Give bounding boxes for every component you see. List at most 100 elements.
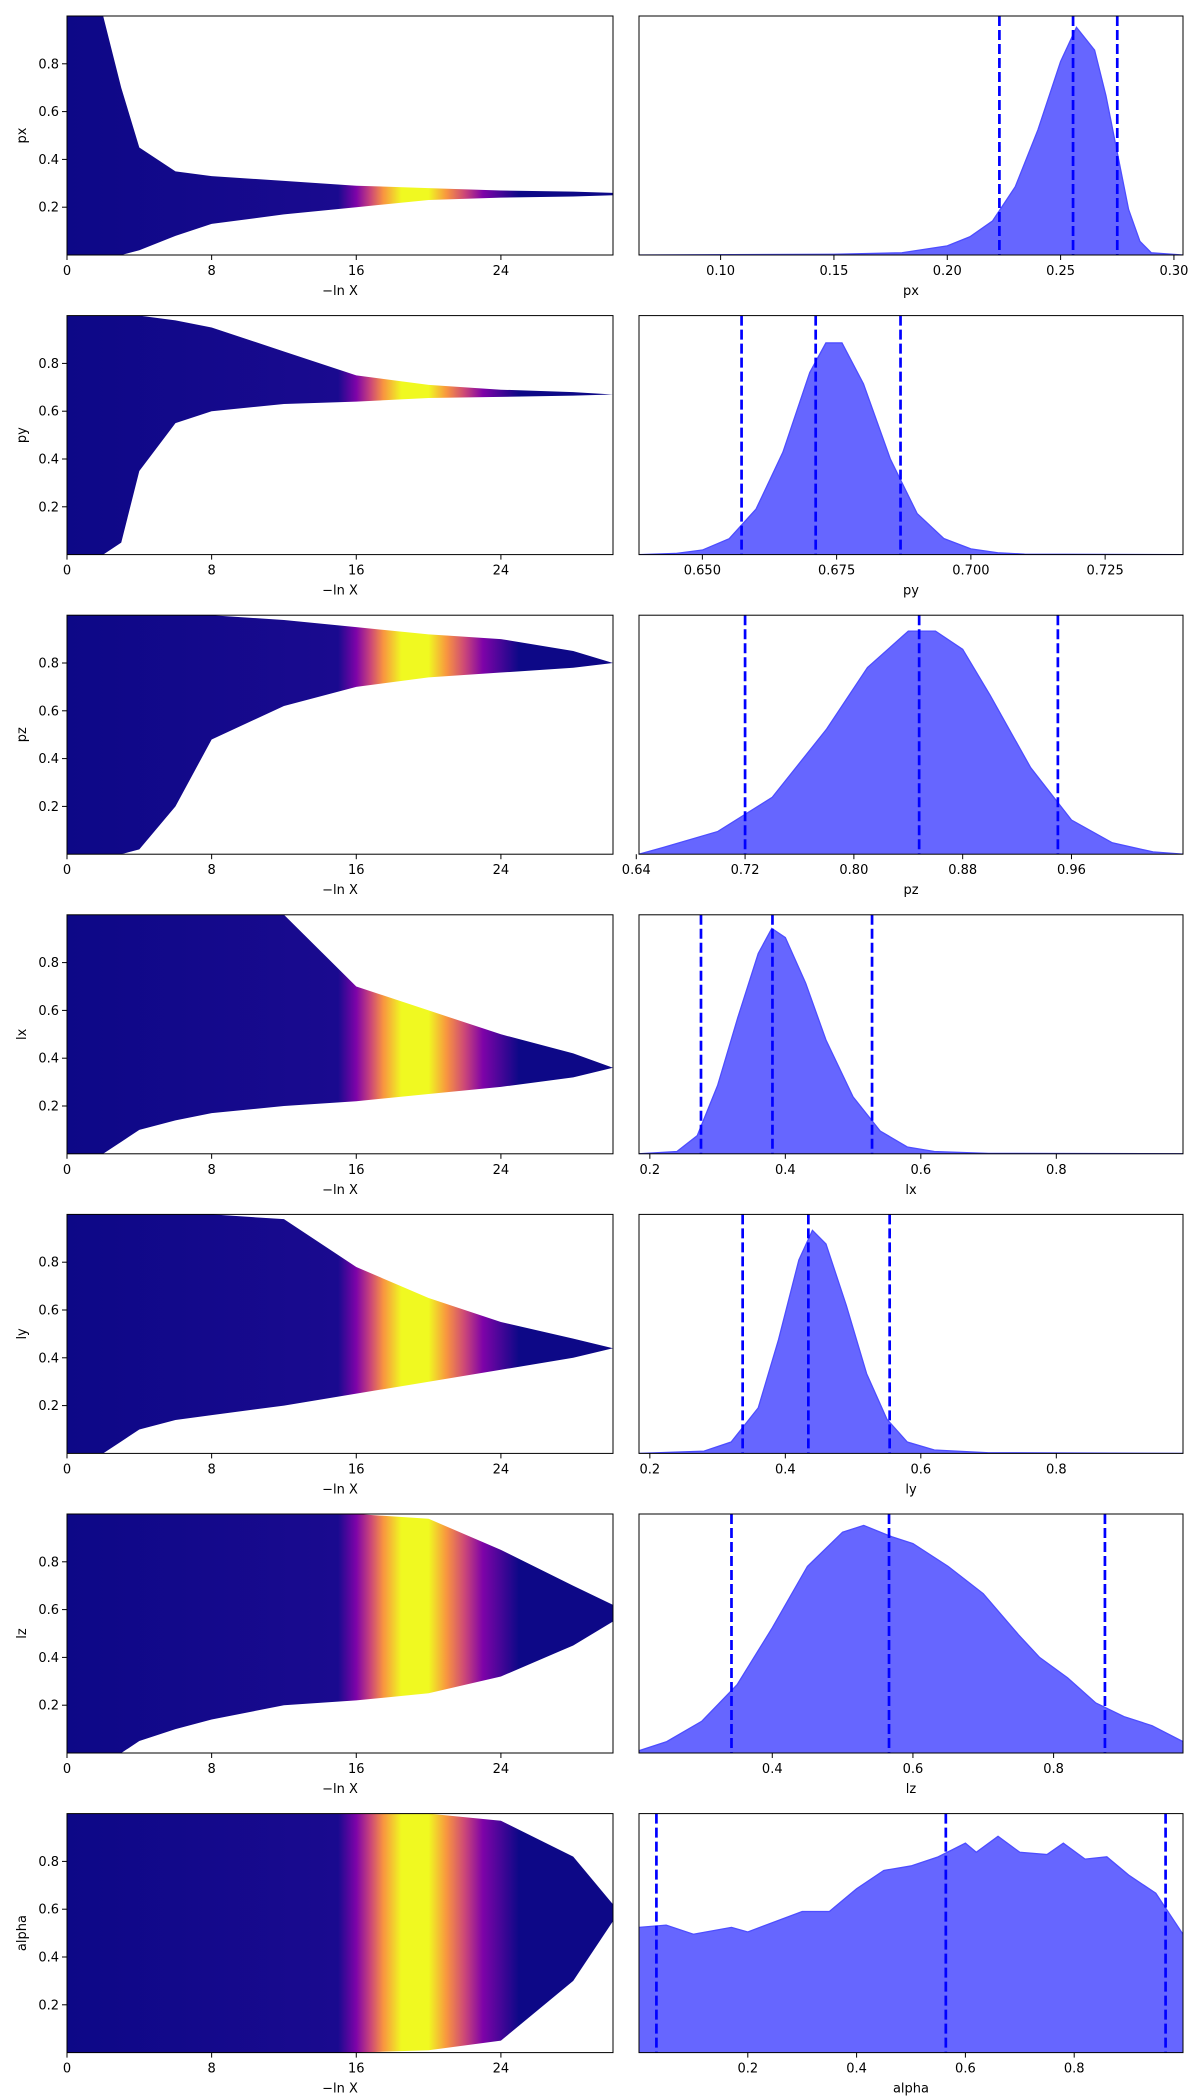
x-tick-label: 8 xyxy=(207,863,215,878)
x-tick-label: 0.4 xyxy=(762,1762,783,1777)
x-tick-label: 0.4 xyxy=(846,2062,867,2077)
panel: 0.2 0.4 0.6 0.8 alpha xyxy=(638,1813,1184,2097)
plot-area xyxy=(67,1214,613,1454)
x-tick-label: 0.6 xyxy=(955,2062,976,2077)
y-tick-label: 0.6 xyxy=(38,1903,59,1918)
x-tick-label: 0.8 xyxy=(1046,1163,1067,1178)
plot-area xyxy=(639,16,1183,255)
plot-area xyxy=(67,615,613,855)
y-axis-label: lx xyxy=(15,1028,30,1040)
axes-frame xyxy=(66,315,614,556)
x-tick-label: 8 xyxy=(207,564,215,579)
x-tick-label: 16 xyxy=(348,1462,365,1477)
sample-band xyxy=(67,615,613,855)
density-area xyxy=(639,1836,1183,2053)
y-tick-label: 0.4 xyxy=(38,1651,59,1666)
axes-frame xyxy=(638,315,1184,556)
x-axis-label: lx xyxy=(905,1183,917,1198)
x-axis-label: −ln X xyxy=(322,1183,358,1198)
axes-frame xyxy=(66,1213,614,1454)
x-tick-label: 16 xyxy=(348,2062,365,2077)
panel: 0 8 16 24 0.2 0.4 0.6 0.8 −ln X px xyxy=(15,15,614,299)
y-tick-label: 0.2 xyxy=(38,1699,59,1714)
density-line xyxy=(639,630,1183,855)
sample-band xyxy=(67,315,613,555)
y-axis-label: alpha xyxy=(15,1915,30,1951)
y-axis-label: pz xyxy=(15,727,30,742)
plot-area xyxy=(639,315,1183,555)
y-tick-label: 0.2 xyxy=(38,800,59,815)
x-tick-label: 0.2 xyxy=(737,2062,758,2077)
y-tick-label: 0.6 xyxy=(38,1004,59,1019)
x-tick-label: 8 xyxy=(207,1462,215,1477)
y-axis-label: px xyxy=(15,127,30,143)
x-tick-label: 0.25 xyxy=(1046,264,1075,279)
y-tick-label: 0.4 xyxy=(38,1052,59,1067)
x-axis-label: −ln X xyxy=(322,284,358,299)
x-tick-label: 0.675 xyxy=(818,564,855,579)
x-tick-label: 0 xyxy=(63,1163,71,1178)
panel: 0.64 0.72 0.80 0.88 0.96 pz xyxy=(622,614,1184,898)
plot-area xyxy=(639,1514,1183,1753)
panel: 0 8 16 24 0.2 0.4 0.6 0.8 −ln X alpha xyxy=(15,1813,614,2097)
x-tick-label: 0 xyxy=(63,264,71,279)
axes-frame xyxy=(66,15,614,256)
density-area xyxy=(639,342,1183,555)
x-tick-label: 0.6 xyxy=(903,1762,924,1777)
x-axis-label: −ln X xyxy=(322,883,358,898)
sample-band xyxy=(67,1214,613,1454)
panel: 0.2 0.4 0.6 0.8 lx xyxy=(638,914,1184,1198)
sample-band xyxy=(67,1813,613,2053)
x-tick-label: 24 xyxy=(493,1462,510,1477)
x-tick-label: 0.8 xyxy=(1064,2062,1085,2077)
x-tick-label: 0.15 xyxy=(819,264,848,279)
y-tick-label: 0.4 xyxy=(38,453,59,468)
x-tick-label: 0.2 xyxy=(639,1462,660,1477)
x-tick-label: 0.30 xyxy=(1159,264,1188,279)
y-tick-label: 0.2 xyxy=(38,1998,59,2013)
plot-area xyxy=(67,16,613,255)
x-tick-label: 16 xyxy=(348,1762,365,1777)
y-tick-label: 0.8 xyxy=(38,657,59,672)
x-axis-label: lz xyxy=(906,1782,917,1797)
plot-area xyxy=(67,315,613,555)
panel: 0.10 0.15 0.20 0.25 0.30 px xyxy=(638,15,1188,299)
axes-frame xyxy=(638,1213,1184,1454)
density-area xyxy=(639,928,1183,1154)
x-tick-label: 24 xyxy=(493,1163,510,1178)
plot-area xyxy=(67,1514,613,1753)
x-tick-label: 16 xyxy=(348,264,365,279)
y-tick-label: 0.6 xyxy=(38,704,59,719)
x-tick-label: 0.700 xyxy=(952,564,989,579)
x-tick-label: 0.96 xyxy=(1057,863,1086,878)
x-axis-label: alpha xyxy=(893,2082,929,2097)
sample-band xyxy=(67,1514,613,1753)
x-tick-label: 24 xyxy=(493,2062,510,2077)
panel: 0.2 0.4 0.6 0.8 ly xyxy=(638,1213,1184,1497)
panel: 0 8 16 24 0.2 0.4 0.6 0.8 −ln X ly xyxy=(15,1213,614,1497)
y-tick-label: 0.2 xyxy=(38,1399,59,1414)
x-tick-label: 8 xyxy=(207,2062,215,2077)
y-tick-label: 0.6 xyxy=(38,105,59,120)
axes-frame xyxy=(638,1813,1184,2054)
x-tick-label: 8 xyxy=(207,1163,215,1178)
axes-frame xyxy=(638,1513,1184,1754)
y-tick-label: 0.2 xyxy=(38,1100,59,1115)
panel: 0 8 16 24 0.2 0.4 0.6 0.8 −ln X lz xyxy=(15,1513,614,1797)
panel: 0 8 16 24 0.2 0.4 0.6 0.8 −ln X pz xyxy=(15,614,614,898)
density-line xyxy=(639,927,1183,1154)
x-tick-label: 24 xyxy=(493,1762,510,1777)
y-tick-label: 0.4 xyxy=(38,752,59,767)
density-line xyxy=(639,1229,1183,1454)
density-area xyxy=(639,1525,1183,1753)
y-tick-label: 0.6 xyxy=(38,405,59,420)
plot-area xyxy=(639,1214,1183,1454)
x-tick-label: 0.4 xyxy=(775,1462,796,1477)
panel: 0 8 16 24 0.2 0.4 0.6 0.8 −ln X lx xyxy=(15,914,614,1198)
x-tick-label: 0.2 xyxy=(639,1163,660,1178)
panel: 0.650 0.675 0.700 0.725 py xyxy=(638,315,1184,599)
x-tick-label: 0.650 xyxy=(684,564,721,579)
density-line xyxy=(639,1835,1183,1935)
y-axis-label: py xyxy=(15,427,30,443)
